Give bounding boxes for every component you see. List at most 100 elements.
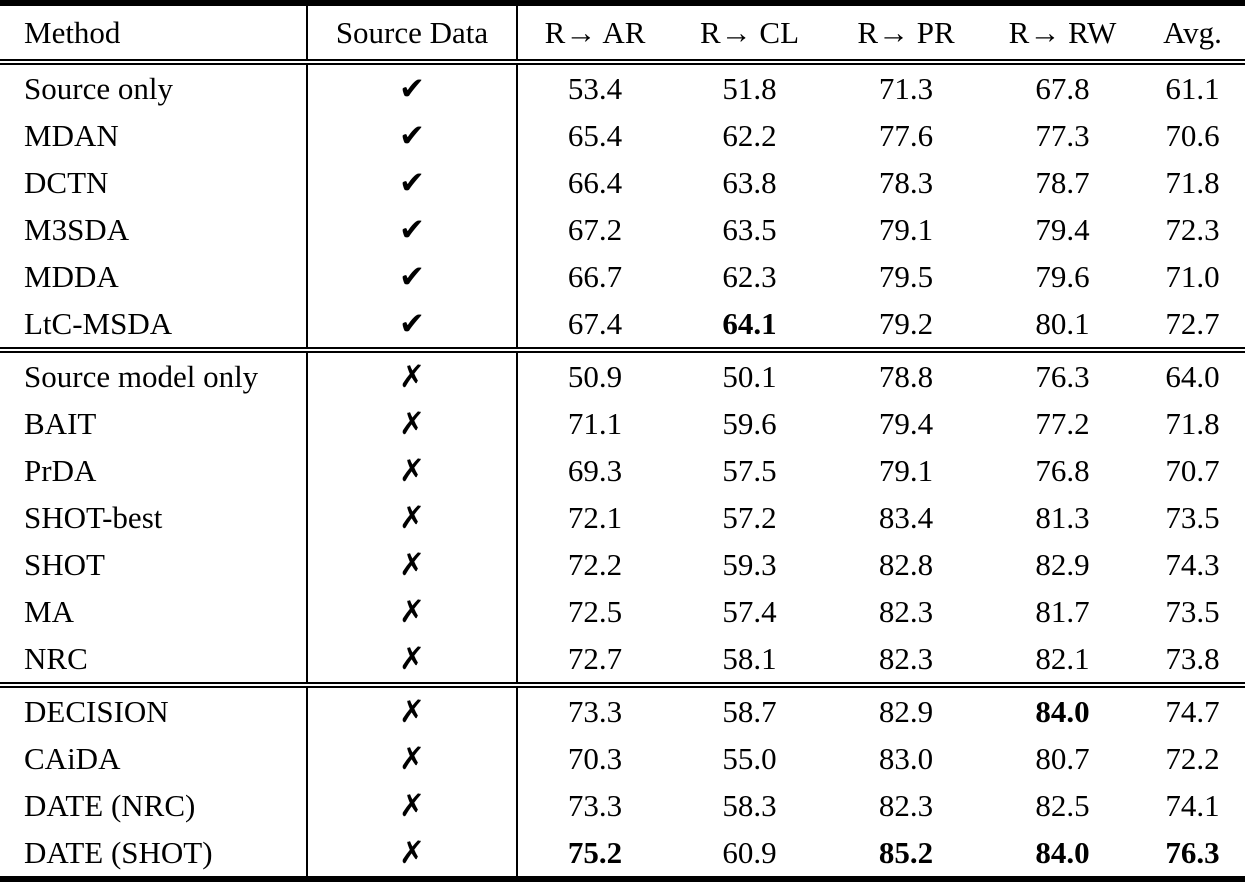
value-cell: 82.1 xyxy=(1035,640,1090,676)
value-cell: 85.2 xyxy=(878,834,934,870)
method-cell: SHOT xyxy=(0,541,308,588)
method-cell: CAiDA xyxy=(0,735,308,782)
source-data-cell: ✔ xyxy=(307,206,518,253)
value-cell: 79.4 xyxy=(1035,211,1090,247)
value-cell: 58.3 xyxy=(722,787,777,823)
value-cell: 73.3 xyxy=(517,682,672,735)
method-cell: MA xyxy=(0,588,308,635)
header-row: Method Source Data R→ AR R→ CL R→ PR R→ … xyxy=(0,3,1245,65)
value-cell: 72.5 xyxy=(567,593,623,629)
cross-icon: ✗ xyxy=(399,740,425,777)
source-data-cell: ✗ xyxy=(307,829,518,879)
value-cell: 67.8 xyxy=(1035,70,1090,106)
value-cell: 67.4 xyxy=(567,305,623,341)
header-r-ar: R→ AR xyxy=(517,3,672,65)
value-cell: 73.5 xyxy=(1165,499,1220,535)
table-row: PrDA ✗ 69.3 57.5 79.1 76.8 70.7 xyxy=(0,447,1245,494)
value-cell: 82.9 xyxy=(1035,546,1090,582)
value-cell: 71.8 xyxy=(1165,164,1220,200)
value-cell: 63.8 xyxy=(722,164,777,200)
value-cell: 78.7 xyxy=(1035,164,1090,200)
value-cell: 58.1 xyxy=(722,640,777,676)
table-row: Source model only ✗ 50.9 50.1 78.8 76.3 64.0 xyxy=(0,347,1245,400)
value-cell: 78.3 xyxy=(878,164,934,200)
value-cell: 65.4 xyxy=(567,117,623,153)
value-cell: 81.3 xyxy=(1035,499,1090,535)
method-cell: PrDA xyxy=(0,447,308,494)
value-cell: 83.4 xyxy=(878,499,934,535)
source-data-cell: ✗ xyxy=(307,588,518,635)
value-cell: 66.7 xyxy=(567,258,623,294)
table-row: DATE (SHOT) ✗ 75.2 60.9 85.2 84.0 76.3 xyxy=(0,829,1245,879)
value-cell: 50.9 xyxy=(517,347,672,400)
table-row: CAiDA ✗ 70.3 55.0 83.0 80.7 72.2 xyxy=(0,735,1245,782)
cross-icon: ✗ xyxy=(399,358,425,395)
method-cell: MDDA xyxy=(0,253,308,300)
header-source-data: Source Data xyxy=(307,3,518,65)
check-icon: ✔ xyxy=(399,211,425,248)
value-cell: 84.0 xyxy=(1035,834,1090,870)
check-icon: ✔ xyxy=(399,305,425,342)
value-cell: 59.6 xyxy=(722,405,777,441)
method-cell: SHOT-best xyxy=(0,494,308,541)
check-icon: ✔ xyxy=(399,164,425,201)
value-cell: 53.4 xyxy=(567,70,623,106)
check-icon: ✔ xyxy=(399,117,425,154)
value-cell: 78.8 xyxy=(827,347,985,400)
source-data-cell: ✗ xyxy=(307,400,518,447)
method-cell: DECISION xyxy=(0,682,308,735)
table-row: LtC-MSDA ✔ 67.4 64.1 79.2 80.1 72.7 xyxy=(0,300,1245,350)
value-cell: 61.1 xyxy=(1165,70,1220,106)
value-cell: 59.3 xyxy=(722,546,777,582)
cross-icon: ✗ xyxy=(399,787,425,824)
value-cell: 83.0 xyxy=(878,740,934,776)
value-cell: 79.4 xyxy=(878,405,934,441)
value-cell: 57.4 xyxy=(722,593,777,629)
value-cell: 79.5 xyxy=(878,258,934,294)
table-row: Source only ✔ 53.4 51.8 71.3 67.8 61.1 xyxy=(0,62,1245,112)
value-cell: 62.2 xyxy=(722,117,777,153)
source-data-cell: ✔ xyxy=(307,159,518,206)
table-row: MDAN ✔ 65.4 62.2 77.6 77.3 70.6 xyxy=(0,112,1245,159)
method-cell: NRC xyxy=(0,635,308,685)
value-cell: 55.0 xyxy=(722,740,777,776)
value-cell: 72.2 xyxy=(567,546,623,582)
method-cell: M3SDA xyxy=(0,206,308,253)
value-cell: 74.7 xyxy=(1140,682,1245,735)
value-cell: 74.1 xyxy=(1165,787,1220,823)
value-cell: 81.7 xyxy=(1035,593,1090,629)
value-cell: 63.5 xyxy=(722,211,777,247)
cross-icon: ✗ xyxy=(399,499,425,536)
value-cell: 76.8 xyxy=(1035,452,1090,488)
cross-icon: ✗ xyxy=(399,693,425,730)
table-row: DCTN ✔ 66.4 63.8 78.3 78.7 71.8 xyxy=(0,159,1245,206)
value-cell: 62.3 xyxy=(722,258,777,294)
value-cell: 66.4 xyxy=(567,164,623,200)
value-cell: 64.1 xyxy=(722,305,777,341)
value-cell: 80.1 xyxy=(1035,305,1090,341)
value-cell: 70.6 xyxy=(1165,117,1220,153)
table-row: DECISION ✗ 73.3 58.7 82.9 84.0 74.7 xyxy=(0,682,1245,735)
cross-icon: ✗ xyxy=(399,593,425,630)
header-method: Method xyxy=(0,3,308,65)
value-cell: 57.2 xyxy=(722,499,777,535)
method-cell: DCTN xyxy=(0,159,308,206)
value-cell: 82.9 xyxy=(827,682,985,735)
header-r-cl: R→ CL xyxy=(672,3,827,65)
value-cell: 84.0 xyxy=(985,682,1140,735)
value-cell: 72.1 xyxy=(567,499,623,535)
method-cell: DATE (NRC) xyxy=(0,782,308,829)
value-cell: 73.3 xyxy=(567,787,623,823)
value-cell: 82.5 xyxy=(1035,787,1090,823)
table-header: Method Source Data R→ AR R→ CL R→ PR R→ … xyxy=(0,3,1245,65)
table-row: BAIT ✗ 71.1 59.6 79.4 77.2 71.8 xyxy=(0,400,1245,447)
value-cell: 58.7 xyxy=(672,682,827,735)
value-cell: 72.7 xyxy=(1165,305,1220,341)
source-data-cell: ✔ xyxy=(307,62,518,112)
group-3: DECISION ✗ 73.3 58.7 82.9 84.0 74.7 CAiDA ✗ 70.3 5… xyxy=(0,682,1245,879)
value-cell: 77.3 xyxy=(1035,117,1090,153)
value-cell: 64.0 xyxy=(1140,347,1245,400)
header-r-pr: R→ PR xyxy=(827,3,985,65)
value-cell: 72.7 xyxy=(567,640,623,676)
